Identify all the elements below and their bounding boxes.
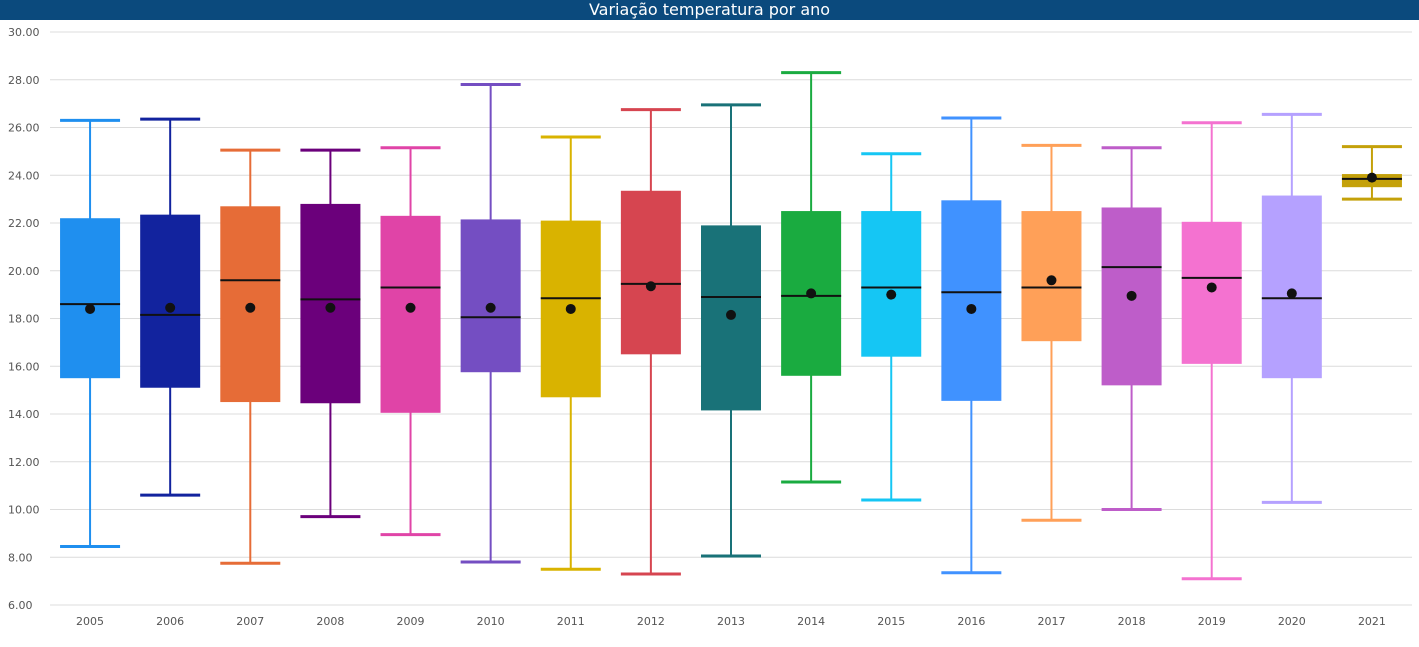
x-axis: 2005 2006 2007 2008 2009 2010 2011 2012 2013 2014… — [76, 615, 1386, 628]
mean-marker — [405, 302, 416, 313]
x-tick-label: 2010 — [477, 615, 505, 628]
x-tick-label: 2016 — [957, 615, 985, 628]
mean-marker — [1286, 288, 1297, 299]
y-tick-label: 8.00 — [8, 551, 33, 564]
box-2020 — [1261, 112, 1322, 504]
x-tick-label: 2008 — [316, 615, 344, 628]
x-tick-label: 2019 — [1198, 615, 1226, 628]
box-2019 — [1181, 121, 1242, 581]
x-tick-label: 2009 — [397, 615, 425, 628]
box-iqr — [1261, 195, 1322, 379]
y-tick-label: 6.00 — [8, 599, 33, 612]
box-2006 — [140, 117, 201, 497]
box-2014 — [781, 71, 842, 484]
box-2011 — [540, 135, 601, 571]
y-tick-label: 18.00 — [8, 313, 40, 326]
boxes — [60, 71, 1402, 581]
box-iqr — [1181, 221, 1242, 364]
box-iqr — [941, 200, 1002, 401]
mean-marker — [485, 302, 496, 313]
box-2008 — [300, 148, 361, 519]
x-tick-label: 2011 — [557, 615, 585, 628]
mean-marker — [806, 288, 817, 299]
mean-marker — [645, 281, 656, 292]
x-tick-label: 2006 — [156, 615, 184, 628]
mean-marker — [245, 302, 256, 313]
x-tick-label: 2012 — [637, 615, 665, 628]
mean-marker — [1206, 282, 1217, 293]
x-tick-label: 2015 — [877, 615, 905, 628]
box-2005 — [60, 118, 121, 549]
x-tick-label: 2013 — [717, 615, 745, 628]
y-tick-label: 30.00 — [8, 26, 40, 39]
mean-marker — [565, 303, 576, 314]
mean-marker — [886, 289, 897, 300]
box-iqr — [460, 219, 521, 373]
box-2018 — [1101, 146, 1162, 511]
y-tick-label: 10.00 — [8, 504, 40, 517]
mean-marker — [1046, 275, 1057, 286]
y-tick-label: 16.00 — [8, 360, 40, 373]
box-2012 — [620, 108, 681, 576]
y-tick-label: 28.00 — [8, 74, 40, 87]
x-tick-label: 2005 — [76, 615, 104, 628]
mean-marker — [966, 303, 977, 314]
x-tick-label: 2007 — [236, 615, 264, 628]
box-2009 — [380, 146, 441, 537]
x-tick-label: 2018 — [1118, 615, 1146, 628]
mean-marker — [1126, 290, 1137, 301]
mean-marker — [165, 302, 176, 313]
box-2010 — [460, 83, 521, 564]
y-tick-label: 20.00 — [8, 265, 40, 278]
box-2017 — [1021, 143, 1082, 522]
y-tick-label: 26.00 — [8, 122, 40, 135]
mean-marker — [1366, 172, 1377, 183]
box-iqr — [620, 190, 681, 355]
mean-marker — [325, 302, 336, 313]
box-2016 — [941, 116, 1002, 575]
mean-marker — [85, 303, 96, 314]
box-2007 — [220, 148, 281, 565]
x-tick-label: 2020 — [1278, 615, 1306, 628]
box-iqr — [60, 218, 121, 379]
box-iqr — [861, 211, 922, 357]
chart-title: Variação temperatura por ano — [0, 0, 1419, 20]
box-iqr — [140, 214, 201, 388]
x-tick-label: 2021 — [1358, 615, 1386, 628]
box-2021 — [1341, 145, 1402, 201]
y-tick-label: 24.00 — [8, 169, 40, 182]
y-axis: 6.00 8.00 10.00 12.00 14.00 16.00 18.00 20.00 22… — [8, 26, 40, 612]
mean-marker — [726, 309, 736, 320]
box-2013 — [701, 103, 761, 558]
y-tick-label: 14.00 — [8, 408, 40, 421]
x-tick-label: 2014 — [797, 615, 825, 628]
box-iqr — [380, 215, 441, 413]
x-tick-label: 2017 — [1037, 615, 1065, 628]
y-tick-label: 12.00 — [8, 456, 40, 469]
y-tick-label: 22.00 — [8, 217, 40, 230]
box-2015 — [861, 152, 922, 502]
